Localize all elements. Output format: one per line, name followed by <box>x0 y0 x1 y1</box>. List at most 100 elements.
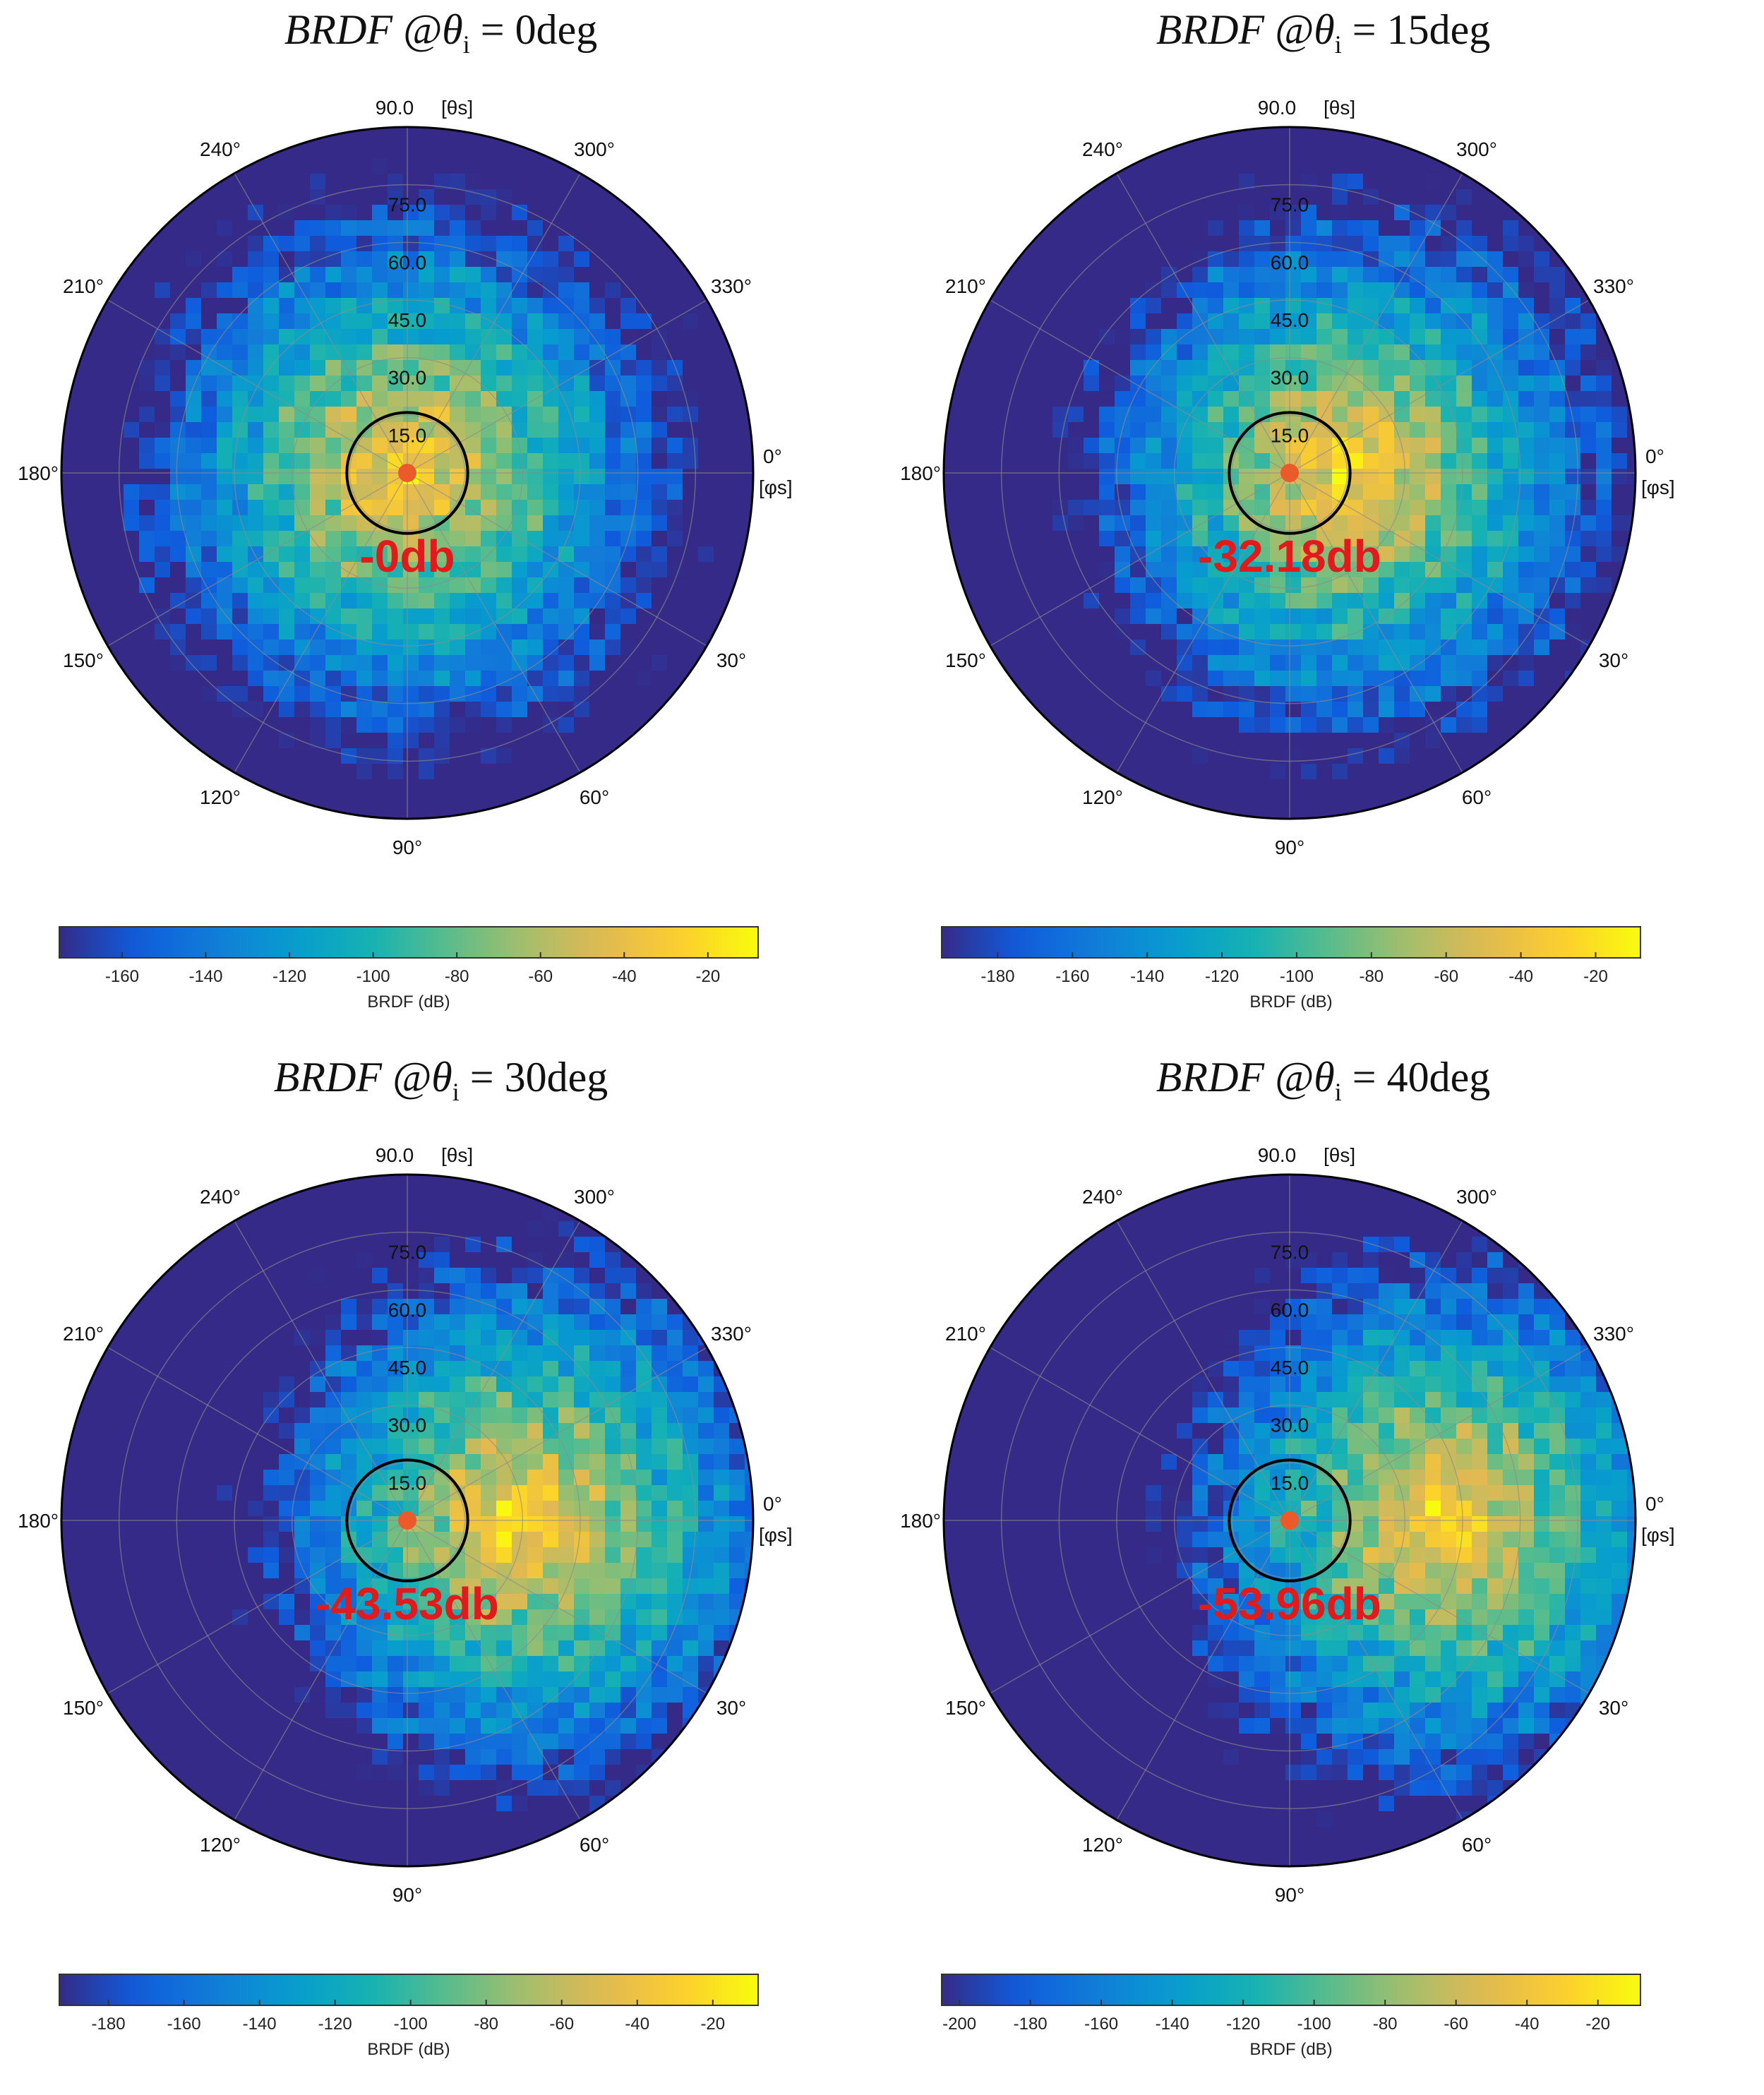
heatmap-cell <box>1052 282 1069 299</box>
heatmap-cell <box>527 1718 544 1734</box>
heatmap-cell <box>1332 624 1348 640</box>
heatmap-cell <box>341 1734 357 1750</box>
heatmap-cell <box>341 1190 357 1206</box>
heatmap-cell <box>589 1330 606 1346</box>
heatmap-cell <box>574 1687 590 1703</box>
heatmap-cell <box>620 407 637 423</box>
heatmap-cell <box>434 702 450 718</box>
heatmap-cell <box>1192 267 1208 283</box>
heatmap-cell <box>186 1640 202 1657</box>
heatmap-cell <box>543 422 559 438</box>
heatmap-cell <box>1549 546 1566 563</box>
heatmap-cell <box>558 1578 575 1595</box>
heatmap-cell <box>403 608 419 625</box>
heatmap-cell <box>1177 562 1193 578</box>
heatmap-cell <box>356 671 373 687</box>
angular-grid-line <box>1289 173 1463 474</box>
heatmap-cell <box>1239 531 1255 547</box>
heatmap-cell <box>496 562 512 578</box>
heatmap-cell <box>434 671 450 687</box>
heatmap-cell <box>1549 360 1566 376</box>
heatmap-cell <box>388 764 404 780</box>
heatmap-cell <box>1363 733 1379 749</box>
heatmap-cell <box>341 1237 357 1253</box>
heatmap-cell <box>325 562 342 578</box>
heatmap-cell <box>201 236 217 252</box>
heatmap-cell <box>1254 143 1271 159</box>
heatmap-cell <box>683 1547 699 1563</box>
heatmap-cell <box>683 1625 699 1641</box>
heatmap-cell <box>574 1609 590 1626</box>
heatmap-cell <box>450 1501 466 1517</box>
heatmap-cell <box>605 1485 621 1501</box>
heatmap-cell <box>481 360 497 376</box>
heatmap-cell <box>279 422 295 438</box>
heatmap-cell <box>1456 515 1472 532</box>
heatmap-cell <box>481 640 497 656</box>
heatmap-cell <box>1487 282 1504 299</box>
heatmap-cell <box>1348 220 1364 236</box>
heatmap-cell <box>1115 174 1131 190</box>
heatmap-cell <box>279 1407 295 1424</box>
heatmap-cell <box>1363 717 1379 733</box>
heatmap-cell <box>543 1532 559 1548</box>
heatmap-cell <box>465 1749 481 1765</box>
heatmap-cell <box>698 624 714 640</box>
heatmap-cell <box>139 562 155 578</box>
heatmap-cell <box>186 376 202 392</box>
heatmap-cell <box>341 1749 357 1765</box>
heatmap-cell <box>1316 376 1333 392</box>
heatmap-cell <box>279 1268 295 1284</box>
heatmap-cell <box>1487 500 1504 516</box>
heatmap-cell <box>1425 158 1441 174</box>
heatmap-cell <box>496 267 512 283</box>
heatmap-cell <box>388 1221 404 1237</box>
heatmap-cell <box>1379 422 1395 438</box>
heatmap-cell <box>574 593 590 609</box>
heatmap-cell <box>217 1656 233 1672</box>
heatmap-cell <box>589 1656 606 1672</box>
heatmap-cell <box>1130 360 1146 376</box>
heatmap-cell <box>1363 282 1379 299</box>
heatmap-cell <box>1006 422 1022 438</box>
heatmap-cell <box>975 562 991 578</box>
heatmap-cell <box>356 624 373 640</box>
heatmap-cell <box>1596 469 1612 485</box>
heatmap-cell <box>201 438 217 454</box>
heatmap-cell <box>589 189 606 205</box>
heatmap-cell <box>636 1578 652 1595</box>
heatmap-cell <box>341 1563 357 1579</box>
heatmap-cell <box>248 748 264 764</box>
heatmap-cell <box>155 1625 171 1641</box>
heatmap-cell <box>652 546 668 563</box>
heatmap-cell <box>527 1299 544 1315</box>
heatmap-cell <box>294 298 311 314</box>
heatmap-cell <box>155 1345 171 1362</box>
heatmap-cell <box>527 562 544 578</box>
heatmap-cell <box>1177 717 1193 733</box>
heatmap-cell <box>558 282 575 299</box>
heatmap-cell <box>1316 655 1333 671</box>
heatmap-cell <box>959 313 976 330</box>
heatmap-cell <box>310 1470 326 1486</box>
heatmap-cell <box>1394 655 1410 671</box>
heatmap-cell <box>217 313 233 330</box>
heatmap-cell <box>1223 422 1240 438</box>
heatmap-cell <box>1161 655 1177 671</box>
heatmap-cell <box>279 1485 295 1501</box>
heatmap-cell <box>1239 484 1255 500</box>
heatmap-cell <box>263 220 280 236</box>
heatmap-cell <box>403 174 419 190</box>
heatmap-cell <box>155 469 171 485</box>
heatmap-cell <box>1301 546 1317 563</box>
heatmap-cell <box>279 1376 295 1393</box>
heatmap-cell <box>636 205 652 221</box>
heatmap-cell <box>1456 702 1472 718</box>
heatmap-cell <box>667 1485 683 1501</box>
heatmap-cell <box>341 1439 357 1455</box>
heatmap-cell <box>77 1609 93 1626</box>
heatmap-cell <box>636 251 652 268</box>
heatmap-cell <box>92 546 109 563</box>
heatmap-cell <box>372 608 388 625</box>
heatmap-cell <box>372 1314 388 1331</box>
